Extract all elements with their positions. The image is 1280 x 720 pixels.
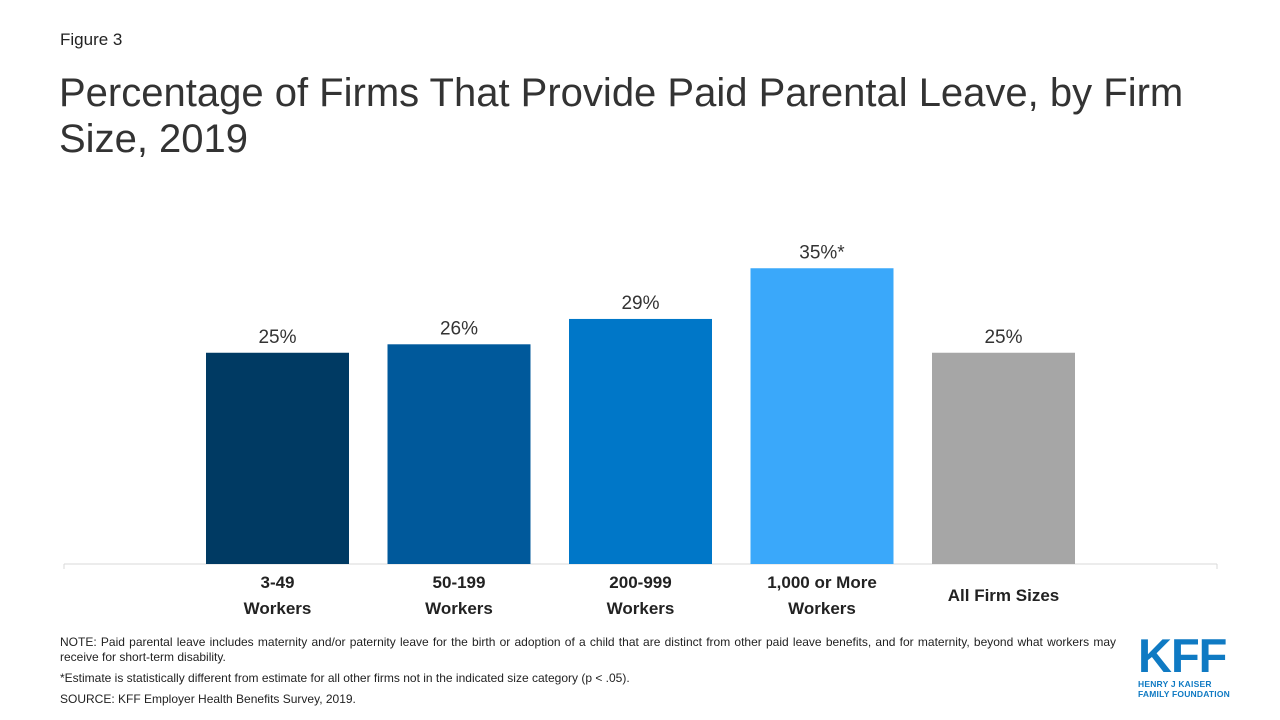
data-label: 25% <box>258 327 296 348</box>
category-label: All Firm Sizes <box>948 586 1059 605</box>
footnotes: NOTE: Paid parental leave includes mater… <box>60 635 1116 713</box>
logo-line-2: FAMILY FOUNDATION <box>1138 689 1231 699</box>
figure-label: Figure 3 <box>60 30 123 49</box>
data-label: 25% <box>984 327 1022 348</box>
bar-chart: 25% 3-49 Workers 26% 50-199 Workers 29% 200-999… <box>63 242 1218 618</box>
category-label: 200-999 <box>609 573 671 592</box>
significance-note: *Estimate is statistically different fro… <box>60 671 630 685</box>
category-label: Workers <box>607 599 675 618</box>
kff-logo: KFF HENRY J KAISER FAMILY FOUNDATION <box>1138 632 1258 702</box>
data-label: 26% <box>440 318 478 339</box>
data-label: 35%* <box>799 242 845 263</box>
category-label: 1,000 or More <box>767 573 877 592</box>
logo-letters: KFF <box>1138 629 1227 682</box>
bar <box>932 352 1075 564</box>
category-label: Workers <box>788 599 856 618</box>
category-label: 3-49 <box>260 573 294 592</box>
bar <box>750 268 894 564</box>
logo-line-1: HENRY J KAISER <box>1138 679 1212 689</box>
category-label: Workers <box>244 599 312 618</box>
source-text: SOURCE: KFF Employer Health Benefits Sur… <box>60 692 356 706</box>
bar <box>569 318 712 564</box>
chart-title: Percentage of Firms That Provide Paid Pa… <box>59 71 1184 161</box>
category-label: 50-199 <box>433 573 486 592</box>
data-label: 29% <box>621 293 659 314</box>
bar <box>206 352 349 564</box>
category-label: Workers <box>425 599 493 618</box>
note-text: NOTE: Paid parental leave includes mater… <box>60 635 1116 664</box>
bar <box>387 344 531 564</box>
